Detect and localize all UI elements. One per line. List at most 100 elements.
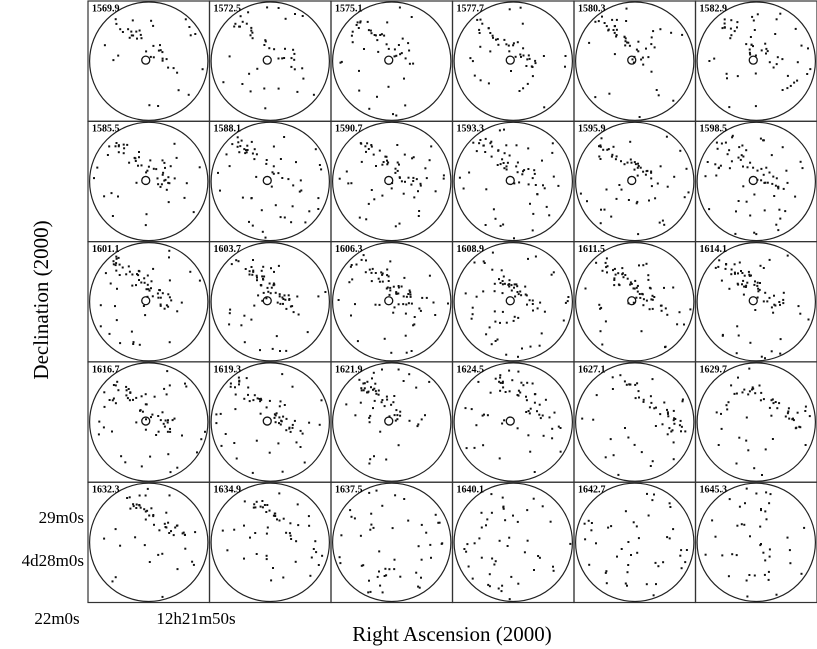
speck (601, 269, 604, 272)
speck (173, 417, 176, 420)
speck (684, 561, 687, 564)
speck (167, 305, 170, 308)
speck (391, 527, 394, 530)
speck (261, 299, 264, 302)
core-contour (505, 55, 515, 65)
speck (529, 407, 532, 410)
speck (394, 419, 397, 422)
speck (498, 539, 501, 542)
speck (131, 284, 134, 287)
speck (275, 412, 278, 415)
speck (653, 407, 656, 410)
speck (386, 163, 389, 166)
beam-circle (210, 242, 331, 362)
speck (626, 571, 629, 574)
speck (374, 382, 377, 385)
speck (625, 383, 628, 386)
speck (730, 268, 733, 271)
speck (317, 295, 320, 298)
speck (484, 224, 487, 226)
speck (669, 506, 672, 508)
speck (762, 398, 765, 401)
speck (599, 144, 602, 147)
speck (369, 414, 372, 417)
speck (594, 96, 597, 99)
speck (649, 465, 652, 467)
beam-circle (332, 362, 452, 482)
speck (372, 407, 374, 410)
speck (114, 528, 117, 531)
beam-circle (88, 482, 209, 603)
speck (167, 201, 170, 204)
speck (776, 56, 779, 59)
speck (601, 15, 603, 18)
speck (255, 439, 258, 442)
beam-circle (210, 1, 331, 121)
speck (775, 18, 778, 21)
speck (165, 304, 168, 307)
speck (645, 262, 648, 265)
speck (541, 414, 544, 417)
speck (261, 506, 264, 509)
core-contour (141, 416, 151, 426)
speck (764, 559, 767, 562)
speck (590, 522, 593, 524)
speck (768, 406, 771, 409)
speck (595, 394, 598, 397)
speck (184, 547, 187, 550)
x-tick-label: 12h21m50s (156, 609, 235, 628)
speck (272, 567, 274, 569)
speck (498, 129, 501, 132)
panel-label: 1616.7 (92, 364, 120, 375)
speck (721, 554, 724, 557)
speck (181, 532, 184, 535)
speck (409, 291, 412, 294)
speck (285, 417, 288, 420)
beam-circle (574, 482, 695, 603)
speck (295, 441, 298, 444)
speck (508, 8, 511, 11)
speck (502, 386, 505, 389)
speck (123, 147, 126, 150)
speck (161, 51, 164, 54)
speck (525, 399, 528, 402)
speck (676, 323, 679, 326)
speck (681, 33, 684, 36)
speck (613, 267, 616, 270)
speck (308, 421, 311, 424)
speck (372, 526, 375, 529)
speck (666, 536, 669, 539)
speck (278, 405, 281, 408)
speck (229, 382, 232, 385)
speck (623, 163, 626, 166)
speck (537, 555, 540, 557)
speck (251, 31, 254, 34)
speck (499, 282, 502, 284)
speck (526, 509, 529, 512)
speck (513, 283, 516, 286)
speck (499, 381, 502, 384)
speck (636, 284, 639, 287)
speck (475, 424, 478, 427)
core-contour (141, 55, 151, 65)
speck (152, 167, 155, 170)
speck (370, 32, 373, 35)
speck (771, 438, 774, 440)
speck (130, 30, 133, 33)
speck (508, 598, 511, 601)
speck (285, 429, 288, 432)
speck (387, 161, 390, 164)
speck (478, 32, 481, 34)
speck (754, 72, 757, 75)
speck (167, 293, 170, 296)
speck (501, 310, 504, 313)
speck (370, 512, 373, 515)
speck (382, 161, 385, 163)
speck (321, 554, 324, 557)
speck (386, 268, 389, 271)
speck (764, 510, 767, 513)
speck (610, 155, 613, 158)
speck (290, 57, 293, 60)
speck (111, 430, 113, 433)
